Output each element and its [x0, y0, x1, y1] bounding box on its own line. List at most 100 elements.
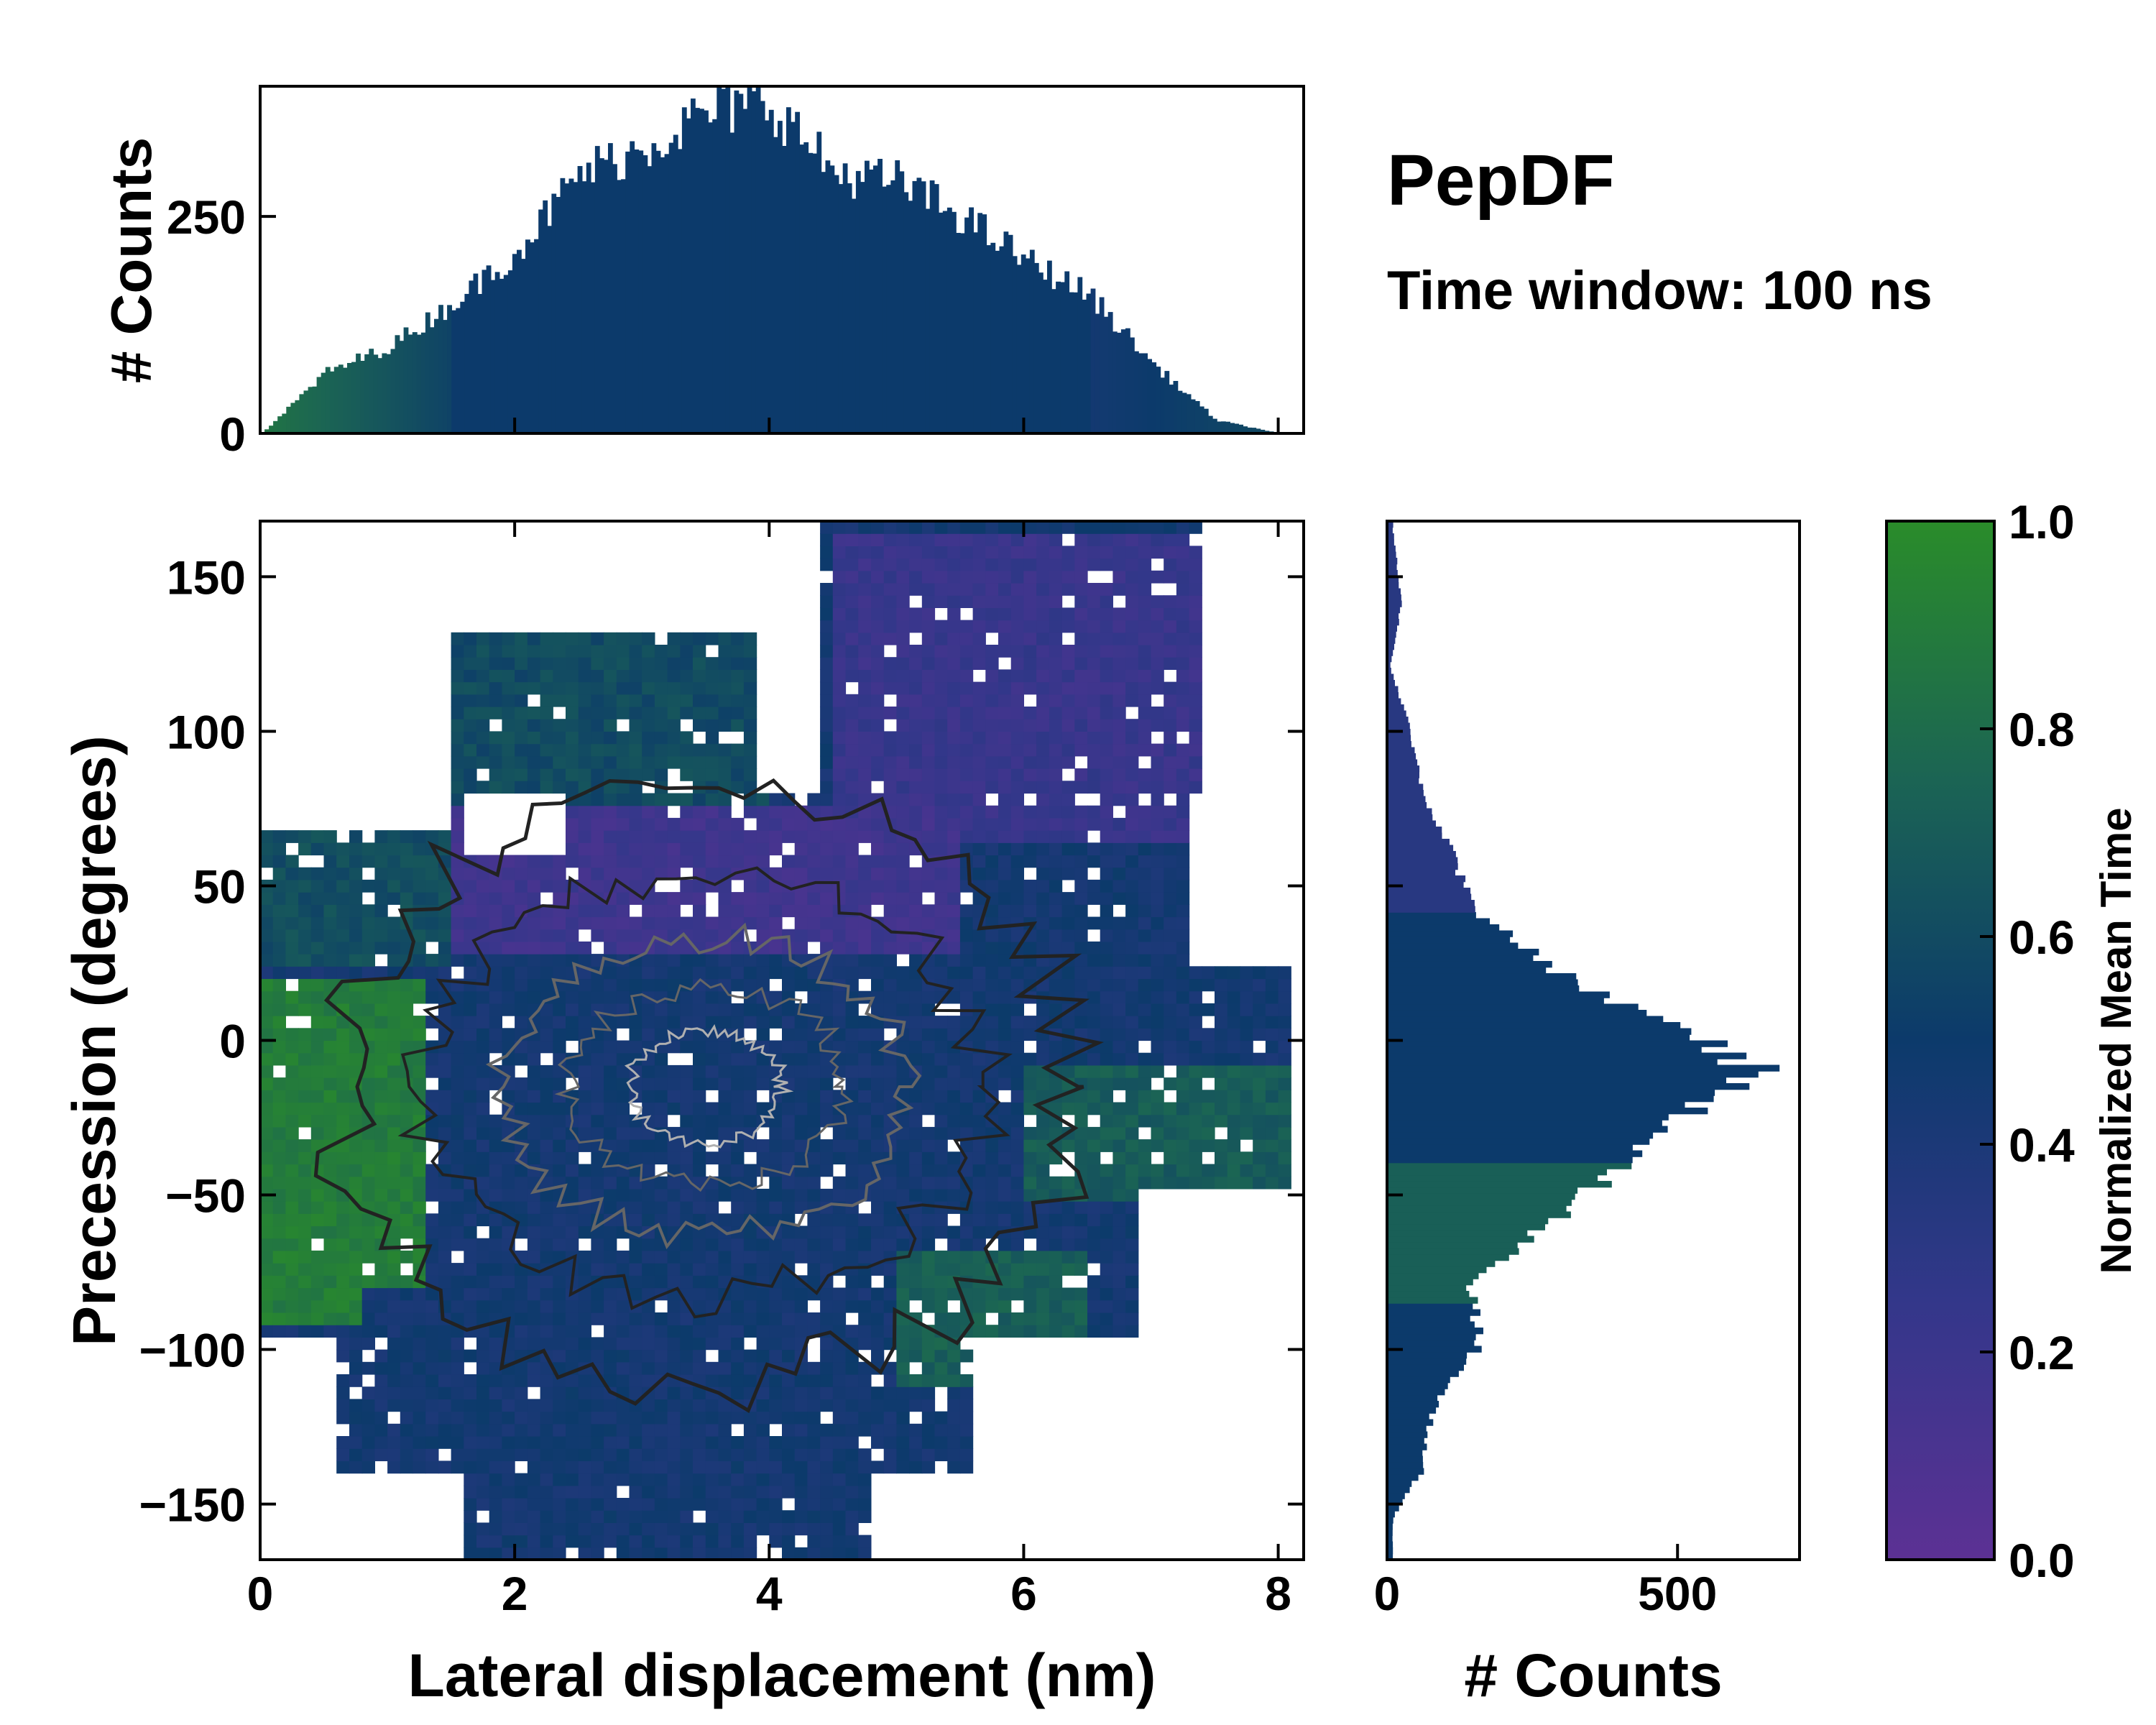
heatmap-cell: [616, 1460, 630, 1474]
heatmap-cell: [794, 1374, 808, 1387]
heatmap-cell: [1125, 978, 1139, 992]
heatmap-cell: [1100, 1312, 1113, 1325]
heatmap-cell: [705, 1077, 719, 1090]
heatmap-cell: [832, 521, 847, 534]
heatmap-cell: [959, 707, 974, 719]
heatmap-cell: [1010, 632, 1024, 645]
heatmap-cell: [1151, 755, 1164, 769]
heatmap-cell: [921, 743, 936, 757]
heatmap-cell: [896, 1423, 910, 1437]
heatmap-cell: [540, 1126, 553, 1140]
heatmap-cell: [1189, 781, 1202, 794]
heatmap-cell: [323, 1114, 337, 1128]
heatmap-cell: [705, 1325, 719, 1338]
heatmap-cell: [1061, 1064, 1075, 1078]
heatmap-cell: [1151, 1114, 1164, 1128]
heatmap-cell: [515, 755, 528, 769]
heatmap-cell: [705, 1448, 719, 1461]
heatmap-cell: [680, 793, 694, 806]
heatmap-cell: [489, 1423, 502, 1437]
heatmap-cell: [782, 966, 796, 980]
heatmap-cell: [998, 879, 1012, 893]
heatmap-cell: [1112, 1275, 1126, 1289]
heatmap-cell: [718, 904, 732, 918]
heatmap-cell: [985, 681, 999, 695]
heatmap-cell: [871, 719, 885, 732]
top-histogram-bar: [447, 305, 452, 433]
heatmap-cell: [464, 1201, 477, 1214]
top-histogram-bar: [1199, 406, 1204, 433]
heatmap-cell: [782, 1102, 796, 1116]
heatmap-cell: [705, 978, 719, 992]
heatmap-cell: [540, 1213, 553, 1227]
heatmap-cell: [1202, 1003, 1215, 1016]
heatmap-cell: [527, 1411, 541, 1425]
heatmap-cell: [464, 1164, 477, 1177]
heatmap-cell: [896, 657, 910, 670]
heatmap-cell: [489, 1535, 502, 1548]
heatmap-cell: [336, 1275, 350, 1289]
heatmap-cell: [298, 1151, 312, 1165]
heatmap-cell: [998, 1028, 1012, 1041]
heatmap-cell: [387, 1448, 401, 1461]
heatmap-cell: [883, 842, 897, 856]
heatmap-cell: [540, 1040, 553, 1054]
heatmap-cell: [985, 1028, 999, 1041]
heatmap-cell: [693, 1448, 706, 1461]
heatmap-cell: [272, 1176, 286, 1190]
top-histogram-bar: [312, 386, 318, 433]
heatmap-cell: [896, 1176, 910, 1190]
top-histogram-bar: [403, 327, 409, 433]
heatmap-cell: [578, 1250, 591, 1264]
heatmap-cell: [998, 793, 1012, 806]
heatmap-cell: [540, 855, 553, 868]
heatmap-cell: [998, 1238, 1012, 1251]
heatmap-cell: [858, 1325, 872, 1338]
heatmap-cell: [1151, 1176, 1164, 1190]
heatmap-cell: [629, 916, 642, 930]
heatmap-cell: [464, 990, 477, 1004]
heatmap-cell: [591, 879, 604, 893]
heatmap-cell: [1074, 805, 1088, 819]
heatmap-cell: [654, 954, 668, 967]
heatmap-cell: [566, 1535, 579, 1548]
heatmap-cell: [349, 1300, 363, 1313]
heatmap-cell: [298, 1040, 312, 1054]
heatmap-cell: [413, 1361, 426, 1375]
heatmap-cell: [489, 1126, 502, 1140]
heatmap-cell: [413, 1139, 426, 1152]
heatmap-cell: [680, 990, 694, 1004]
heatmap-cell: [476, 1300, 490, 1313]
heatmap-cell: [909, 681, 923, 695]
heatmap-cell: [374, 916, 388, 930]
heatmap-cell: [1278, 978, 1291, 992]
heatmap-cell: [845, 645, 859, 658]
heatmap-cell: [667, 1090, 681, 1103]
heatmap-cell: [629, 1263, 642, 1276]
heatmap-cell: [374, 1040, 388, 1054]
top-histogram-bar: [1090, 288, 1096, 433]
heatmap-cell: [515, 1325, 528, 1338]
heatmap-cell: [654, 855, 668, 868]
heatmap-cell: [1151, 830, 1164, 843]
top-histogram-bar: [351, 362, 356, 433]
heatmap-cell: [527, 1213, 541, 1227]
heatmap-cell: [1189, 978, 1202, 992]
heatmap-cell: [909, 669, 923, 683]
heatmap-cell: [336, 1460, 350, 1474]
heatmap-cell: [527, 1361, 541, 1375]
heatmap-cell: [769, 1325, 783, 1338]
heatmap-cell: [260, 1250, 274, 1264]
heatmap-cell: [629, 978, 642, 992]
heatmap-cell: [400, 990, 414, 1004]
heatmap-cell: [413, 855, 426, 868]
heatmap-cell: [616, 1151, 630, 1165]
heatmap-cell: [578, 1436, 591, 1449]
heatmap-cell: [871, 768, 885, 781]
heatmap-cell: [527, 929, 541, 942]
heatmap-cell: [680, 768, 694, 781]
heatmap-cell: [845, 1522, 859, 1536]
heatmap-cell: [731, 1114, 745, 1128]
heatmap-cell: [693, 1064, 706, 1078]
